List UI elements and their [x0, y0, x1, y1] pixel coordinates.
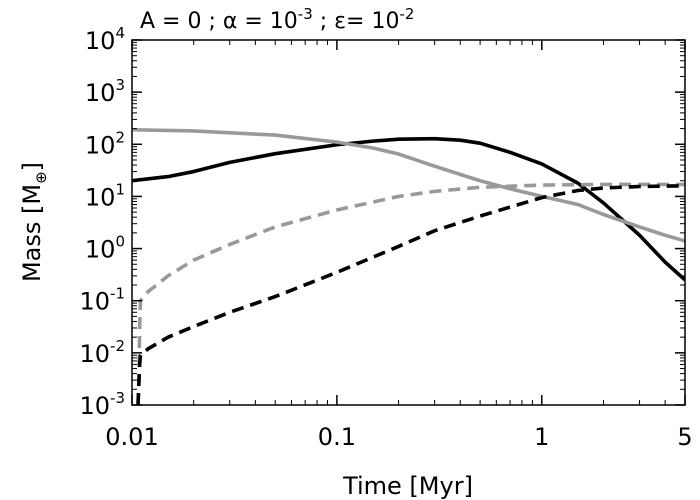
y-tick-label-base: 10: [85, 79, 116, 107]
y-tick-label: 102: [85, 128, 125, 159]
chart-title-part-1: A = 0 ; α = 10: [140, 9, 298, 34]
y-tick-label: 10-3: [79, 389, 125, 420]
chart-title-part-2: ; ε= 10: [313, 9, 400, 34]
y-tick-label-exponent: -2: [110, 337, 125, 355]
y-tick-label: 10-1: [79, 285, 125, 316]
y-tick-label-base: 10: [85, 236, 116, 264]
y-tick-label-base: 10: [79, 392, 110, 420]
series-gray-dashed: [136, 182, 685, 405]
y-tick-label-exponent: 1: [115, 180, 125, 198]
y-tick-label-exponent: 2: [115, 128, 125, 146]
y-tick-label-exponent: 4: [115, 24, 125, 42]
y-axis-title: Mass [M⊕]: [18, 162, 50, 282]
y-tick-label: 104: [85, 24, 125, 55]
series-gray-solid: [132, 127, 685, 243]
y-tick-label-exponent: -3: [110, 389, 125, 407]
x-tick-label: 5: [677, 423, 692, 451]
y-tick-label-base: 10: [79, 340, 110, 368]
x-tick-label: 0.1: [318, 423, 356, 451]
y-tick-label: 101: [85, 180, 125, 211]
y-tick-label-exponent: 0: [115, 233, 125, 251]
series-black-solid: [132, 136, 685, 282]
x-axis-title: Time [Myr]: [342, 472, 473, 500]
y-tick-label-base: 10: [79, 288, 110, 316]
x-tick-label: 0.01: [105, 423, 158, 451]
series-black-dashed: [136, 183, 685, 405]
y-axis-title-main: Mass [M: [18, 184, 46, 282]
y-axis-title-close: ]: [18, 162, 46, 171]
chart-title-epsilon-exponent: -2: [399, 5, 414, 23]
y-axis-title-symbol: ⊕: [32, 171, 50, 184]
y-tick-label-exponent: -1: [110, 285, 125, 303]
y-tick-label: 10-2: [79, 337, 125, 368]
y-tick-label: 100: [85, 233, 125, 264]
y-tick-label-exponent: 3: [115, 76, 125, 94]
y-tick-label: 103: [85, 76, 125, 107]
plot-frame: [131, 39, 686, 406]
y-tick-label-base: 10: [85, 183, 116, 211]
x-tick-label: 1: [534, 423, 549, 451]
ticks-layer: [131, 39, 686, 406]
chart-title: A = 0 ; α = 10-3 ; ε= 10-2: [140, 5, 414, 34]
y-tick-label-base: 10: [85, 27, 116, 55]
series-layer: [132, 127, 685, 405]
y-tick-label-base: 10: [85, 131, 116, 159]
chart-title-alpha-exponent: -3: [298, 5, 313, 23]
